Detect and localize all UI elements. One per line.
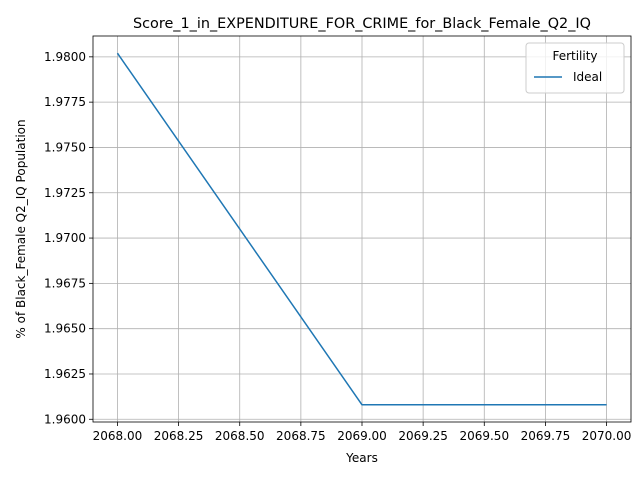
legend-entry-ideal: Ideal bbox=[573, 70, 602, 84]
x-tick-label: 2068.75 bbox=[276, 429, 326, 443]
x-tick-label: 2068.25 bbox=[154, 429, 204, 443]
y-tick-label: 1.9600 bbox=[44, 412, 86, 426]
axis-ticks: 2068.00 2068.25 2068.50 2068.75 2069.00 2069.… bbox=[44, 50, 631, 443]
series-line-ideal bbox=[116, 52, 607, 406]
y-tick-label: 1.9725 bbox=[44, 186, 86, 200]
chart-title: Score_1_in_EXPENDITURE_FOR_CRIME_for_Bla… bbox=[133, 16, 591, 32]
y-tick-label: 1.9775 bbox=[44, 95, 86, 109]
x-tick-label: 2069.25 bbox=[398, 429, 448, 443]
y-tick-label: 1.9650 bbox=[44, 322, 86, 336]
y-tick-label: 1.9800 bbox=[44, 50, 86, 64]
x-tick-label: 2069.00 bbox=[337, 429, 387, 443]
legend-title: Fertility bbox=[552, 49, 597, 63]
x-tick-label: 2069.75 bbox=[521, 429, 571, 443]
y-tick-label: 1.9625 bbox=[44, 367, 86, 381]
x-tick-label: 2070.00 bbox=[582, 429, 632, 443]
y-tick-label: 1.9700 bbox=[44, 231, 86, 245]
y-axis-label: % of Black_Female Q2_IQ Population bbox=[14, 119, 28, 338]
legend-box bbox=[525, 42, 625, 94]
legend: Fertility Ideal bbox=[525, 42, 625, 94]
y-tick-label: 1.9675 bbox=[44, 276, 86, 290]
grid-lines bbox=[93, 36, 631, 422]
y-tick-label: 1.9750 bbox=[44, 140, 86, 154]
series-layer bbox=[116, 52, 607, 406]
x-tick-label: 2068.50 bbox=[215, 429, 265, 443]
x-tick-label: 2069.50 bbox=[459, 429, 509, 443]
x-axis-label: Years bbox=[345, 451, 378, 465]
x-tick-label: 2068.00 bbox=[93, 429, 143, 443]
